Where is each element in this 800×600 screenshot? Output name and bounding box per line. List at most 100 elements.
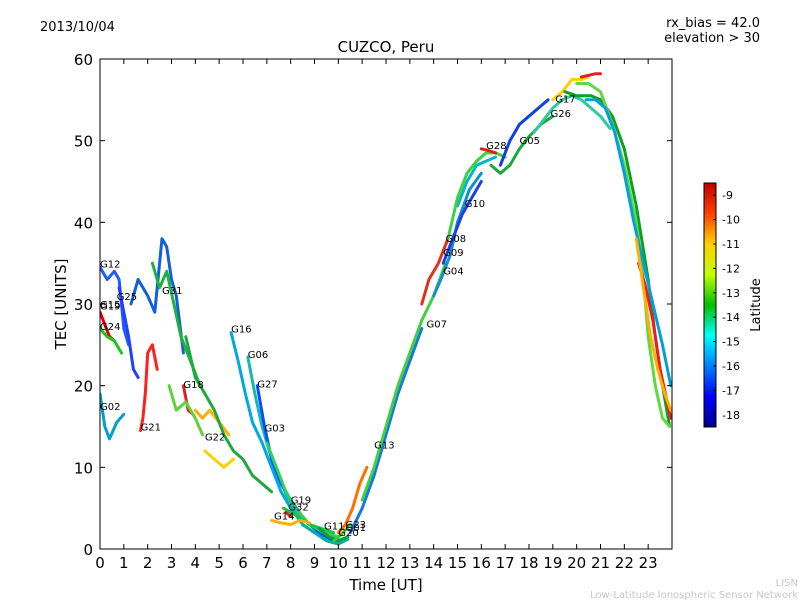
date-label: 2013/10/04	[40, 20, 115, 35]
sat-label-G17: G17	[555, 94, 575, 105]
series-G02	[100, 392, 126, 441]
x-tick-label: 22	[615, 554, 634, 572]
x-tick-label: 0	[95, 554, 105, 572]
sat-label-G11: G11	[324, 521, 344, 532]
series-G31	[129, 237, 185, 355]
series-G08	[420, 237, 450, 306]
sat-label-G04: G04	[443, 267, 463, 278]
series-G24	[100, 327, 123, 355]
x-axis-label: Time [UT]	[348, 576, 422, 594]
sat-label-G16: G16	[231, 325, 251, 336]
sat-label-G20: G20	[338, 528, 358, 539]
y-axis-ticks: 0 10 20 30 40 50 60	[74, 51, 672, 559]
x-tick-label: 12	[376, 554, 395, 572]
x-tick-label: 2	[143, 554, 153, 572]
x-tick-label: 7	[262, 554, 272, 572]
sat-label-G03: G03	[265, 423, 285, 434]
series-G10	[456, 155, 498, 208]
y-tick-label: 0	[83, 541, 93, 559]
x-tick-label: 13	[400, 554, 419, 572]
series-G22b	[184, 335, 274, 494]
sat-label-G31: G31	[162, 286, 182, 297]
sat-label-G02: G02	[100, 402, 120, 413]
series-G11	[317, 527, 350, 543]
sat-label-G14: G14	[274, 512, 294, 523]
x-tick-label: 16	[472, 554, 491, 572]
satellite-labels: G12G25G15G19G24G02G21G31G18G22G16G06G27G…	[100, 94, 576, 539]
series-G17b	[579, 72, 602, 79]
footer-org-short: LISN	[776, 578, 798, 589]
x-tick-label: 17	[496, 554, 515, 572]
series-G01	[336, 465, 369, 535]
series-G30e	[634, 237, 672, 412]
x-tick-label: 14	[424, 554, 443, 572]
colorbar-tick-label: -16	[722, 360, 740, 373]
sat-label-G28: G28	[486, 141, 506, 152]
sat-label-G13: G13	[374, 441, 394, 452]
colorbar-tick-label: -15	[722, 336, 740, 349]
series-G09	[441, 180, 483, 265]
x-tick-label: 6	[238, 554, 248, 572]
series-G25	[117, 286, 140, 379]
series-G14	[270, 518, 312, 526]
series-G30b	[575, 82, 672, 428]
sat-label-G06: G06	[248, 350, 268, 361]
y-tick-label: 30	[74, 296, 93, 314]
x-tick-label: 8	[286, 554, 296, 572]
colorbar-tick-label: -10	[722, 214, 740, 227]
sat-label-G32: G32	[288, 503, 308, 514]
sat-label-G27: G27	[257, 379, 277, 390]
x-tick-label: 18	[519, 554, 538, 572]
sat-label-G19: G19	[291, 495, 311, 506]
sat-label-G07: G07	[427, 320, 447, 331]
x-tick-label: 11	[353, 554, 372, 572]
sat-label-G12: G12	[100, 259, 120, 270]
series-G26	[532, 94, 612, 134]
series-G17	[551, 75, 591, 102]
y-tick-label: 40	[74, 214, 93, 232]
sat-label-G21: G21	[141, 423, 161, 434]
series-G28b	[479, 147, 498, 155]
colorbar-tick-label: -14	[722, 311, 740, 324]
footer-org-long: Low-Latitude Ionospheric Sensor Network	[590, 590, 798, 600]
sat-label-G18: G18	[183, 380, 203, 391]
colorbar-tick-label: -13	[722, 287, 740, 300]
plot-area	[100, 59, 672, 549]
x-tick-label: 9	[310, 554, 320, 572]
sat-label-G08: G08	[446, 234, 466, 245]
series-G20	[301, 523, 350, 546]
series-G13	[348, 327, 424, 535]
rx-bias-label: rx_bias = 42.0	[666, 16, 760, 31]
x-tick-label: 1	[119, 554, 129, 572]
series-layer	[100, 72, 672, 546]
y-tick-label: 50	[74, 133, 93, 151]
x-axis-ticks: 0 1 2 3 4 5 6 7 8 9 10 11 12 13 14 15 16 17 18 19 20 21 22 23	[95, 59, 658, 572]
series-G05b	[498, 98, 550, 167]
colorbar-ticks: -9 -10 -11 -12 -13 -14 -15 -16 -17 -18	[713, 189, 740, 422]
y-tick-label: 20	[74, 378, 93, 396]
series-G30d	[584, 98, 672, 388]
colorbar-tick-label: -11	[722, 238, 740, 251]
sat-label-G01: G01	[346, 523, 366, 534]
colorbar-tick-label: -17	[722, 384, 740, 397]
colorbar-tick-label: -9	[722, 189, 733, 202]
colorbar-label: Latitude	[749, 278, 764, 332]
y-tick-label: 10	[74, 459, 93, 477]
x-tick-label: 15	[448, 554, 467, 572]
series-G12	[100, 265, 131, 347]
sat-label-G05: G05	[520, 136, 540, 147]
x-tick-label: 20	[567, 554, 586, 572]
sat-label-G23: G23	[346, 520, 366, 531]
series-G32	[284, 510, 293, 518]
x-tick-label: 21	[591, 554, 610, 572]
sat-label-G15: G15	[100, 300, 120, 311]
y-axis-label: TEC [UNITS]	[52, 259, 70, 351]
sat-label-G25: G25	[117, 292, 137, 303]
series-G18b	[167, 384, 204, 437]
x-tick-label: 4	[191, 554, 201, 572]
sat-label-G10: G10	[465, 199, 485, 210]
elevation-label: elevation > 30	[664, 31, 760, 46]
series-G23	[332, 523, 352, 543]
sat-label-G19: G19	[100, 302, 120, 313]
